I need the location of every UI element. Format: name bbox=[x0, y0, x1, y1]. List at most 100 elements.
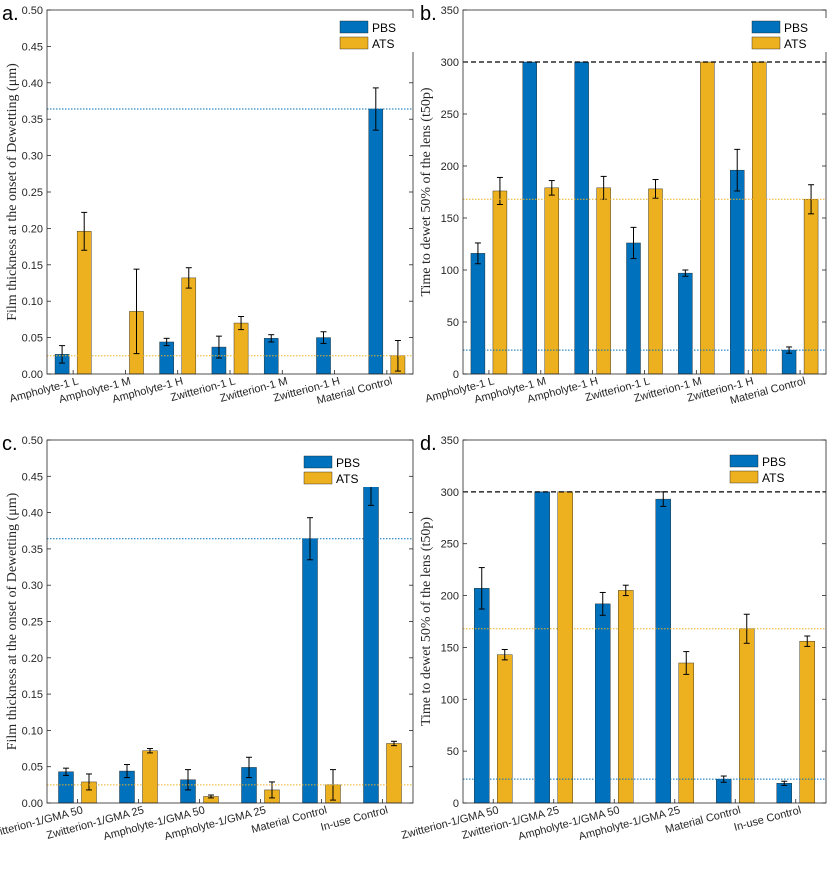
bar-ats bbox=[618, 590, 634, 804]
axes-box bbox=[462, 439, 827, 804]
y-tick-label: 0 bbox=[453, 369, 459, 381]
y-tick-label: 0.45 bbox=[22, 41, 43, 53]
y-tick-label: 0.35 bbox=[22, 114, 43, 126]
bar-pbs bbox=[595, 603, 611, 804]
y-tick-label: 0.35 bbox=[22, 544, 43, 556]
legend-swatch-ats bbox=[751, 36, 781, 50]
bar-ats bbox=[752, 61, 767, 375]
bar-ats bbox=[557, 491, 573, 804]
panel-label: d. bbox=[420, 433, 437, 455]
y-tick-label: 0.10 bbox=[22, 296, 43, 308]
panel-label: c. bbox=[2, 433, 18, 455]
y-tick-label: 0.50 bbox=[22, 435, 43, 447]
legend-swatch-ats bbox=[339, 36, 369, 50]
y-tick-label: 0.10 bbox=[22, 725, 43, 737]
bar-ats bbox=[803, 199, 819, 375]
y-tick-label: 0.15 bbox=[22, 689, 43, 701]
legend-swatch-pbs bbox=[729, 454, 759, 468]
y-tick-label: 0.00 bbox=[22, 369, 43, 381]
y-tick-label: 150 bbox=[441, 642, 459, 654]
y-tick-label: 0.25 bbox=[22, 617, 43, 629]
bar-pbs bbox=[474, 588, 490, 804]
bar-ats bbox=[76, 231, 92, 375]
y-tick-label: 0.30 bbox=[22, 151, 43, 163]
legend-label-ats: ATS bbox=[784, 37, 806, 51]
bar-ats bbox=[492, 190, 508, 375]
y-tick-label: 350 bbox=[441, 5, 459, 17]
y-tick-label: 150 bbox=[441, 213, 459, 225]
legend: PBS ATS bbox=[339, 18, 420, 52]
y-tick-label: 300 bbox=[441, 57, 459, 69]
legend: PBS ATS bbox=[729, 452, 810, 486]
bar-pbs bbox=[678, 272, 693, 375]
y-tick-label: 0.05 bbox=[22, 762, 43, 774]
y-tick-label: 0.45 bbox=[22, 471, 43, 483]
bar-ats bbox=[233, 322, 249, 375]
bar-ats bbox=[678, 662, 694, 804]
y-tick-label: 0.05 bbox=[22, 333, 43, 345]
bar-ats bbox=[700, 61, 715, 375]
y-tick-label: 50 bbox=[447, 746, 459, 758]
bar-pbs bbox=[730, 169, 745, 375]
y-tick-label: 0.20 bbox=[22, 653, 43, 665]
y-tick-label: 50 bbox=[447, 317, 459, 329]
y-tick-label: 0.25 bbox=[22, 187, 43, 199]
axes-box bbox=[46, 439, 414, 804]
legend-label-ats: ATS bbox=[336, 472, 358, 486]
bar-ats bbox=[648, 188, 663, 375]
bar-pbs bbox=[522, 61, 537, 375]
y-tick-label: 0.40 bbox=[22, 508, 43, 520]
bar-pbs bbox=[470, 253, 486, 375]
y-tick-label: 0.00 bbox=[22, 798, 43, 810]
panel-label: a. bbox=[2, 3, 19, 25]
y-tick-label: 300 bbox=[441, 487, 459, 499]
bar-pbs bbox=[655, 498, 671, 804]
legend-label-pbs: PBS bbox=[372, 21, 396, 35]
y-axis-label: Time to dewet 50% of the lens (t50p) bbox=[419, 517, 434, 726]
y-tick-label: 0.30 bbox=[22, 580, 43, 592]
bar-pbs bbox=[363, 480, 379, 804]
legend-swatch-ats bbox=[729, 470, 759, 484]
bar-ats bbox=[544, 187, 559, 375]
bar-ats bbox=[497, 654, 513, 804]
y-tick-label: 100 bbox=[441, 265, 459, 277]
y-axis-label: Time to dewet 50% of the lens (t50p) bbox=[419, 87, 434, 296]
y-tick-label: 0.15 bbox=[22, 260, 43, 272]
bar-pbs bbox=[302, 538, 318, 804]
bar-ats bbox=[386, 743, 402, 804]
legend-label-pbs: PBS bbox=[784, 21, 808, 35]
legend-label-ats: ATS bbox=[762, 471, 784, 485]
y-tick-label: 200 bbox=[441, 591, 459, 603]
bar-pbs bbox=[534, 491, 550, 804]
y-tick-label: 0.50 bbox=[22, 5, 43, 17]
bar-pbs bbox=[776, 783, 792, 804]
y-axis-label: Film thickness at the onset of Dewetting… bbox=[5, 492, 20, 750]
y-tick-label: 250 bbox=[441, 539, 459, 551]
legend-swatch-ats bbox=[303, 471, 333, 485]
y-tick-label: 0.20 bbox=[22, 223, 43, 235]
x-tick-label: In-use Control bbox=[319, 804, 389, 833]
bar-ats bbox=[596, 187, 611, 375]
bar-pbs bbox=[159, 341, 174, 375]
legend-label-pbs: PBS bbox=[336, 456, 360, 470]
y-tick-label: 350 bbox=[441, 435, 459, 447]
y-tick-label: 0 bbox=[453, 798, 459, 810]
bar-pbs bbox=[626, 242, 641, 375]
y-tick-label: 0.40 bbox=[22, 78, 43, 90]
chart-panel-a: 0.00 0.05 0.10 0.15 0.20 0.25 0.30 0.35 0.40 0.45… bbox=[2, 3, 420, 407]
legend-swatch-pbs bbox=[339, 20, 369, 34]
y-tick-label: 100 bbox=[441, 694, 459, 706]
chart-panel-c: 0.00 0.05 0.10 0.15 0.20 0.25 0.30 0.35 0.40 0.45… bbox=[0, 433, 414, 843]
panel-label: b. bbox=[420, 3, 437, 25]
y-axis-label: Film thickness at the onset of Dewetting… bbox=[5, 63, 20, 321]
legend-label-pbs: PBS bbox=[762, 455, 786, 469]
bar-pbs bbox=[58, 771, 74, 804]
legend-swatch-pbs bbox=[751, 20, 781, 34]
x-tick-label: In-use Control bbox=[733, 804, 803, 833]
legend-swatch-pbs bbox=[303, 455, 333, 469]
bar-pbs bbox=[368, 108, 384, 375]
legend: PBS ATS bbox=[751, 18, 831, 52]
